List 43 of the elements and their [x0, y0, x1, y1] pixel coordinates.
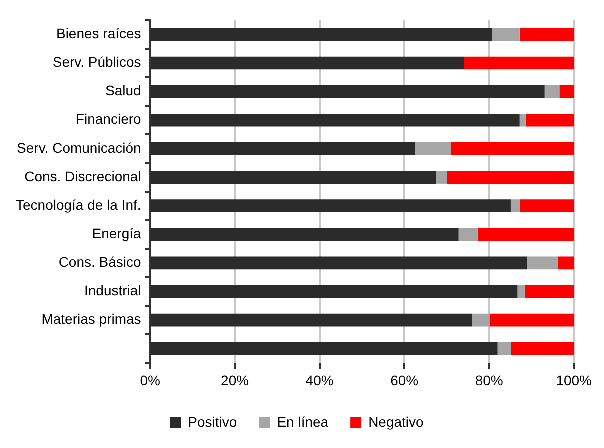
y-tick-label: Serv. Comunicación [17, 140, 142, 156]
bar [526, 114, 574, 127]
bar [520, 114, 526, 127]
y-tick-label: Materias primas [42, 311, 142, 328]
x-tick-label: 60% [390, 372, 419, 388]
bar [458, 228, 478, 242]
legend-label: Positivo [188, 414, 238, 430]
bar [450, 142, 574, 156]
bar [544, 85, 560, 98]
bar [520, 200, 574, 213]
y-tick-label: Financiero [76, 111, 142, 128]
bar [447, 171, 574, 184]
y-tick-label: Cons. Básico [58, 254, 142, 270]
bar [558, 256, 574, 270]
bar [560, 85, 574, 98]
x-tick-label: 20% [221, 372, 250, 388]
x-tick-label: 0% [140, 372, 160, 388]
y-tick-label: Energía [92, 226, 142, 242]
legend-label: Negativo [368, 414, 424, 430]
bar [464, 56, 574, 70]
bar [518, 285, 525, 298]
y-tick-label: Serv. Públicos [52, 54, 142, 70]
bar [490, 314, 574, 327]
bar [511, 342, 574, 356]
bar [415, 142, 451, 156]
y-tick-label: Bienes raíces [56, 26, 142, 42]
bar [492, 28, 520, 42]
bar [510, 200, 520, 213]
y-tick-label: Cons. Discrecional [24, 168, 142, 184]
bar [472, 314, 490, 327]
y-tick-label: Tecnología de la Inf. [16, 196, 142, 213]
x-tick-label: 100% [556, 372, 592, 388]
bar [436, 171, 448, 184]
bar [478, 228, 574, 242]
bar [524, 285, 574, 298]
bar [498, 342, 512, 356]
bar [520, 28, 574, 42]
x-tick-label: 40% [306, 372, 334, 388]
y-tick-label: Industrial [84, 282, 142, 299]
legend-label: En línea [277, 414, 329, 430]
bar [527, 256, 558, 270]
y-tick-label: Salud [105, 82, 142, 99]
x-tick-label: 80% [475, 372, 504, 388]
